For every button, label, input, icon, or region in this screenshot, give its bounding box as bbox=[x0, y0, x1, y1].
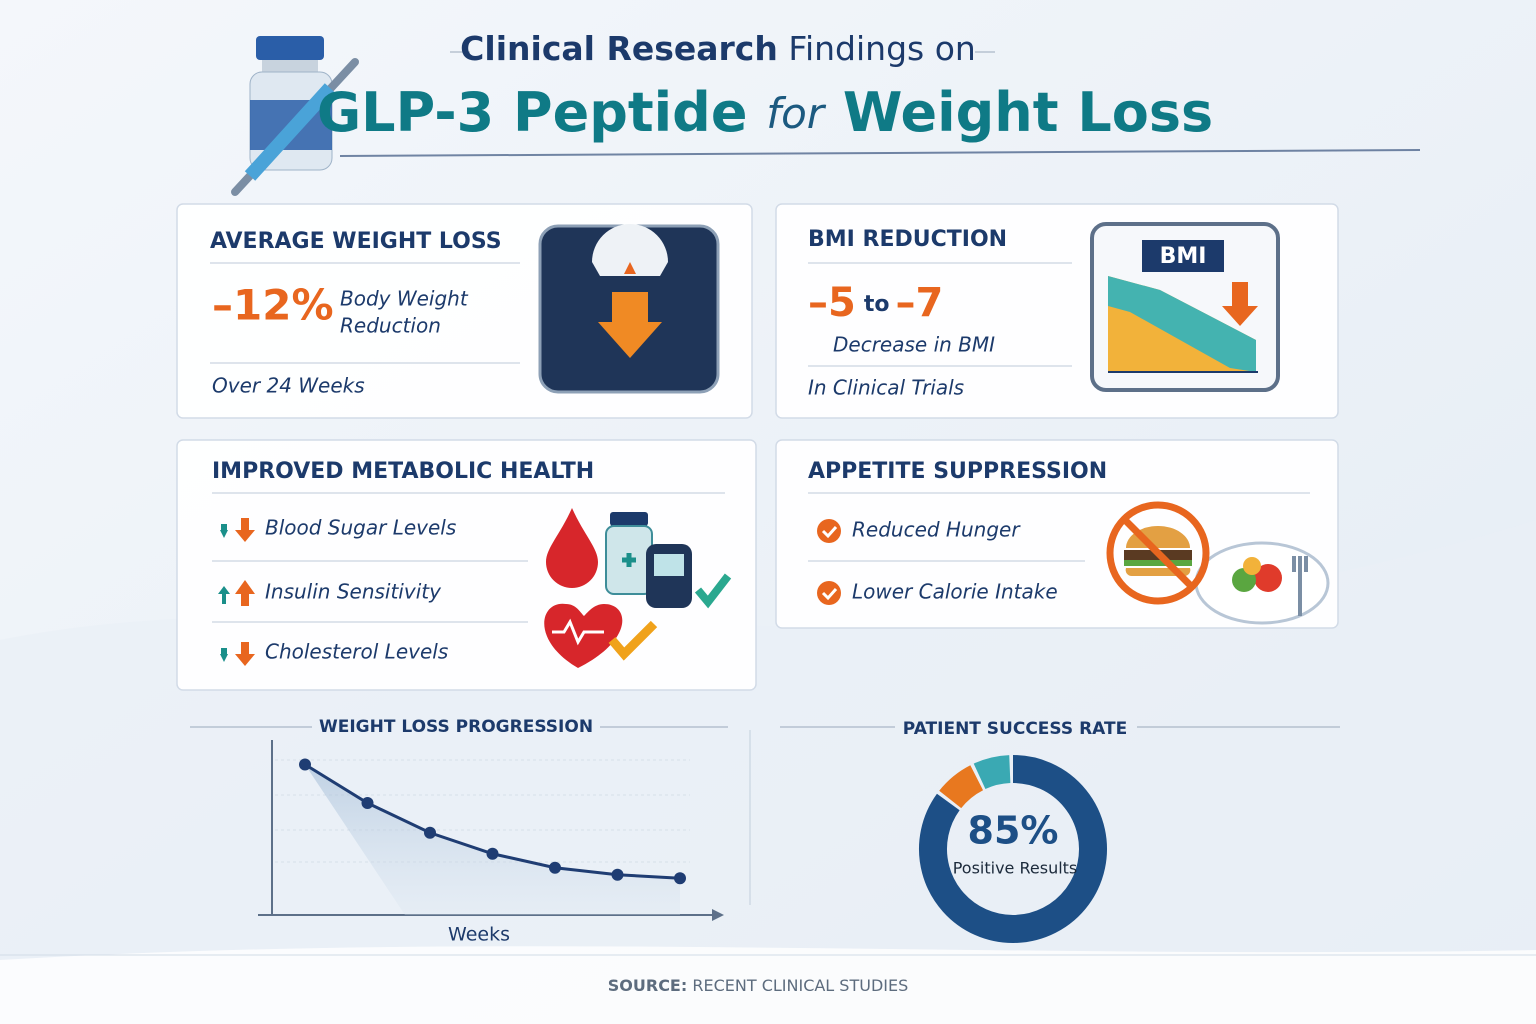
remainder-arc bbox=[939, 765, 984, 809]
title-rule bbox=[339, 149, 1421, 157]
chart-title: PATIENT SUCCESS RATE bbox=[903, 719, 1127, 739]
bmi-icon: BMI bbox=[1090, 222, 1280, 392]
check-icon bbox=[817, 519, 841, 543]
point bbox=[299, 758, 311, 771]
chart-title: WEIGHT LOSS PROGRESSION bbox=[319, 717, 593, 737]
down-arrows bbox=[220, 518, 255, 542]
stat: –5 to –7 bbox=[808, 280, 943, 326]
list-item: Cholesterol Levels bbox=[265, 640, 448, 664]
card-title: AVERAGE WEIGHT LOSS bbox=[210, 229, 502, 254]
down-arrows bbox=[220, 642, 255, 666]
source-text: RECENT CLINICAL STUDIES bbox=[692, 976, 908, 995]
point bbox=[611, 868, 624, 881]
stat-text: Body Weight bbox=[340, 287, 469, 311]
point bbox=[549, 861, 561, 874]
scale-icon bbox=[538, 224, 720, 394]
stat-part: –7 bbox=[895, 280, 943, 326]
title-rest: Findings on bbox=[788, 29, 975, 68]
donut-label: Positive Results bbox=[953, 859, 1078, 878]
point bbox=[486, 847, 499, 860]
background-wave bbox=[0, 946, 1536, 1024]
axis-arrow bbox=[712, 909, 724, 921]
stat-part: –5 bbox=[808, 280, 856, 326]
area bbox=[305, 764, 680, 915]
stat: –12% bbox=[212, 281, 334, 330]
food-icons bbox=[1106, 501, 1330, 625]
donut-value: 85% bbox=[968, 809, 1059, 853]
headline-part: Weight Loss bbox=[843, 81, 1213, 144]
list-item: Insulin Sensitivity bbox=[265, 580, 442, 604]
stat-text: Decrease in BMI bbox=[833, 333, 995, 357]
stat-part: to bbox=[864, 292, 890, 317]
point bbox=[424, 826, 436, 839]
stat-text: Reduction bbox=[340, 314, 441, 338]
icon-label: BMI bbox=[1160, 244, 1207, 269]
headline: GLP-3 Peptide for Weight Loss bbox=[317, 81, 1213, 144]
card-title: IMPROVED METABOLIC HEALTH bbox=[212, 459, 594, 484]
card-title: APPETITE SUPPRESSION bbox=[808, 459, 1107, 484]
headline-part: for bbox=[766, 89, 826, 138]
note: In Clinical Trials bbox=[808, 376, 964, 400]
note: Over 24 Weeks bbox=[212, 374, 365, 398]
point bbox=[674, 872, 686, 885]
list-item: Blood Sugar Levels bbox=[265, 516, 456, 540]
card-title: BMI REDUCTION bbox=[808, 227, 1007, 252]
source-label: SOURCE: bbox=[608, 976, 688, 995]
vial-icon bbox=[231, 36, 359, 196]
donut-segment bbox=[919, 755, 1107, 943]
remainder-arc bbox=[973, 755, 1011, 790]
list-item: Lower Calorie Intake bbox=[852, 580, 1058, 604]
x-axis-label: Weeks bbox=[448, 924, 510, 946]
point bbox=[361, 797, 374, 809]
source: SOURCE: RECENT CLINICAL STUDIES bbox=[608, 976, 909, 995]
health-icons bbox=[544, 508, 732, 668]
list-item: Reduced Hunger bbox=[852, 518, 1021, 542]
up-arrows bbox=[218, 580, 255, 606]
headline-part: GLP-3 Peptide bbox=[317, 81, 748, 144]
title-bold: Clinical Research bbox=[460, 29, 778, 68]
title: Clinical Research Findings on bbox=[460, 29, 976, 68]
check-icon bbox=[817, 581, 841, 605]
